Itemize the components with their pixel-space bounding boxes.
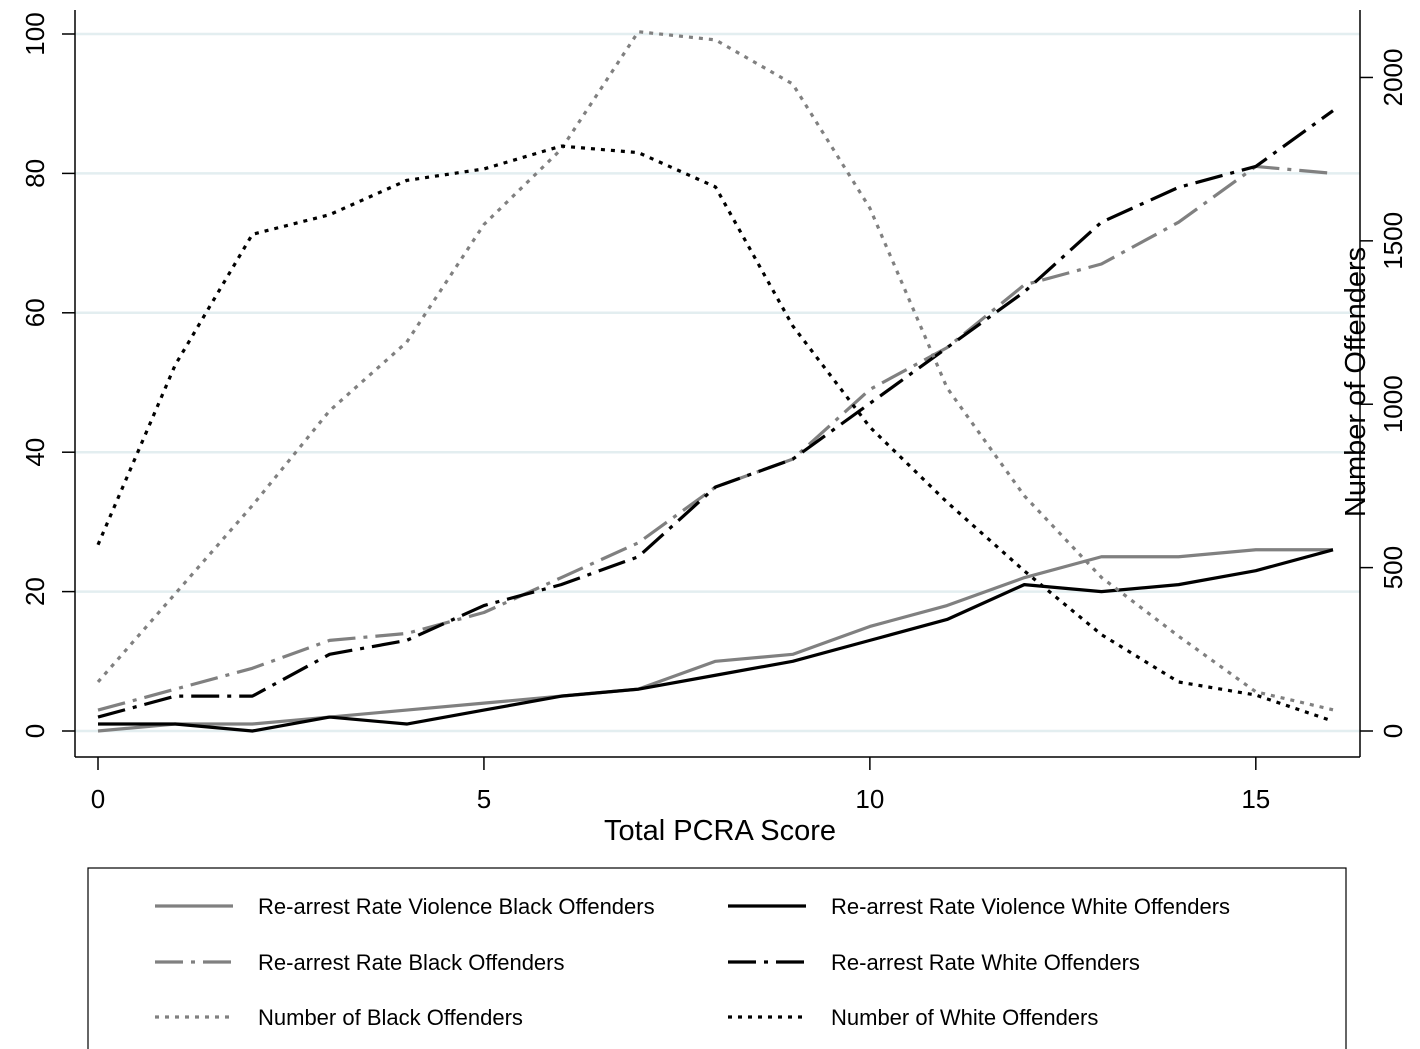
y-tick-label: 60: [20, 298, 50, 327]
x-axis-title: Total PCRA Score: [604, 815, 836, 847]
y2-axis-title: Number of Offenders: [1340, 247, 1372, 517]
series-line-1: [97, 548, 1333, 733]
y-tick-label: 20: [20, 577, 50, 606]
legend: Re-arrest Rate Violence Black Offenders R…: [87, 867, 1347, 1049]
legend-label: Number of White Offenders: [831, 1005, 1098, 1030]
legend-label: Re-arrest Rate White Offenders: [831, 950, 1140, 975]
x-tick-label: 5: [477, 784, 491, 814]
y-axis-left: 0 20 40 60 80 100: [20, 12, 75, 738]
series-line-4: [97, 109, 1334, 719]
y2-tick-label: 500: [1378, 546, 1408, 589]
plot-frame: [74, 10, 1361, 758]
legend-label: Re-arrest Rate Violence Black Offenders: [258, 894, 655, 919]
legend-box: [87, 867, 1347, 1049]
y-tick-label: 40: [20, 438, 50, 467]
series-lines: [96, 30, 1334, 733]
y2-tick-label: 2000: [1378, 49, 1408, 107]
y2-tick-label: 1500: [1378, 212, 1408, 270]
y-tick-label: 100: [20, 12, 50, 55]
legend-label: Number of Black Offenders: [258, 1005, 523, 1030]
y-tick-label: 80: [20, 159, 50, 188]
series-line-6: [96, 144, 1334, 723]
x-tick-label: 10: [855, 784, 884, 814]
x-tick-label: 15: [1241, 784, 1270, 814]
y-tick-label: 0: [20, 724, 50, 738]
x-axis: 0 5 10 15: [91, 757, 1270, 814]
gridlines: [75, 32, 1360, 733]
y-axis-right: 0 500 1000 1500 2000: [1360, 49, 1408, 738]
series-line-5: [96, 30, 1334, 712]
series-line-2: [98, 548, 1334, 733]
y2-tick-label: 0: [1378, 724, 1408, 738]
legend-label: Re-arrest Rate Violence White Offenders: [831, 894, 1230, 919]
x-tick-label: 0: [91, 784, 105, 814]
series-line-3: [97, 164, 1334, 712]
legend-label: Re-arrest Rate Black Offenders: [258, 950, 565, 975]
y2-tick-label: 1000: [1378, 375, 1408, 433]
